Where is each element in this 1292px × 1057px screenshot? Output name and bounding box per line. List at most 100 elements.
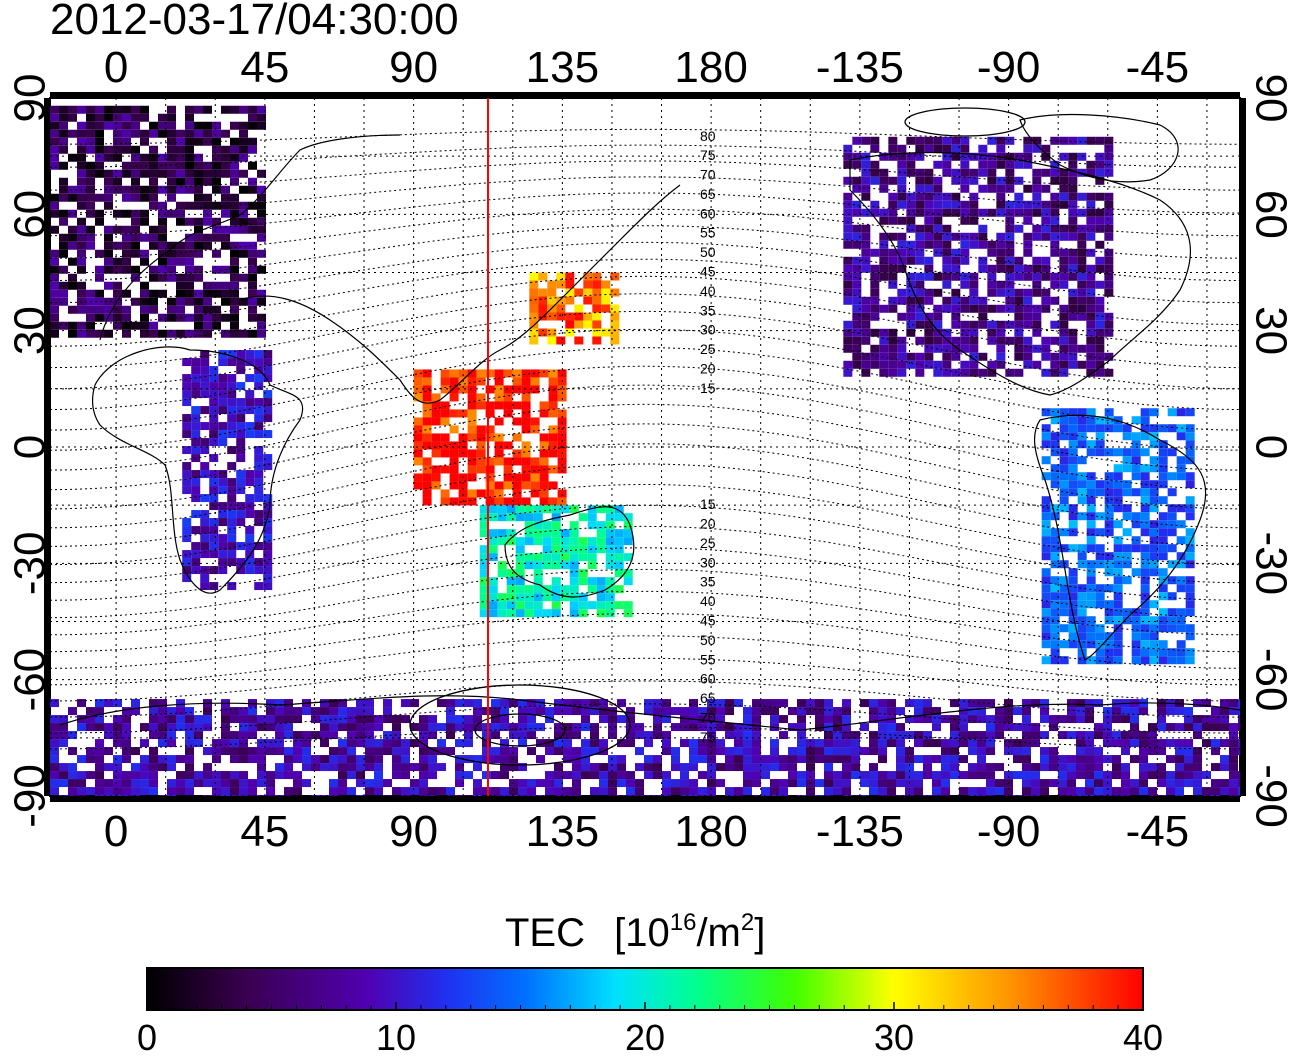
tec-cell [245,510,255,519]
tec-cell [500,739,509,748]
tec-cell [951,320,961,329]
tec-cell [218,550,228,559]
tec-cell [878,755,887,764]
tec-cell [218,502,228,511]
tec-cell [556,336,566,345]
tec-cell [191,494,201,503]
tec-cell [969,304,979,313]
tec-cell [1032,200,1042,209]
tec-cell [556,296,566,305]
tec-cell [1068,408,1078,417]
tec-cell [248,257,257,266]
tec-cell [476,433,486,442]
tec-cell [1176,456,1186,465]
tec-cell [1058,787,1067,796]
tec-cell [1040,699,1049,708]
tec-cell [1067,731,1076,740]
top-lon-tick-label: 180 [674,43,747,92]
tec-cell [488,585,498,594]
tec-cell [464,731,473,740]
contour-label: 60 [700,671,716,687]
tec-cell [113,779,122,788]
tec-cell [194,297,203,306]
tec-cell [1086,288,1096,297]
tec-cell [527,699,536,708]
tec-cell [158,715,167,724]
tec-cell [86,233,95,242]
tec-cell [574,312,584,321]
tec-cell [194,201,203,210]
contour-label: 45 [700,264,716,280]
tec-cell [933,304,943,313]
tec-cell [626,739,635,748]
tec-cell [266,771,275,780]
tec-cell [149,289,158,298]
tec-cell [50,281,59,290]
tec-cell [969,240,979,249]
tec-cell [257,297,266,306]
tec-cell [1139,731,1148,740]
tec-cell [1104,584,1114,593]
magnetic-contour-line [50,547,1240,619]
tec-cell [914,731,923,740]
tec-cell [870,168,880,177]
tec-cell [605,521,615,530]
tec-cell [482,723,491,732]
tec-cell [951,208,961,217]
tec-cell [227,582,237,591]
tec-cell [987,336,997,345]
tec-cell [539,433,549,442]
tec-cell [869,707,878,716]
tec-cell [601,296,611,305]
tec-cell [257,225,266,234]
tec-cell [185,241,194,250]
tec-cell [50,145,59,154]
tec-cell [95,217,104,226]
tec-cell [1050,640,1060,649]
tec-cell [1104,224,1114,233]
tec-cell [236,382,246,391]
tec-cell [1086,408,1096,417]
tec-cell [185,177,194,186]
tec-cell [431,473,441,482]
tec-cell [1193,763,1202,772]
tec-cell [888,192,898,201]
tec-cell [1014,224,1024,233]
colorbar-tick-label: 0 [137,1017,157,1057]
tec-cell [473,763,482,772]
tec-cell [1095,488,1105,497]
tec-cell [1050,160,1060,169]
tec-cell [1040,779,1049,788]
tec-cell [870,360,880,369]
tec-cell [122,233,131,242]
tec-cell [1041,608,1051,617]
tec-cell [689,739,698,748]
tec-cell [254,566,264,575]
tec-cell [50,747,59,756]
tec-cell [95,161,104,170]
tec-cell [476,425,486,434]
tec-cell [311,731,320,740]
tec-cell [1113,576,1123,585]
tec-cell [68,257,77,266]
tec-cell [870,328,880,337]
tec-cell [515,569,525,578]
tec-cell [167,329,176,338]
tec-cell [1032,168,1042,177]
coastline-asia [239,184,681,404]
tec-cell [1130,755,1139,764]
tec-cell [122,723,131,732]
tec-cell [770,747,779,756]
tec-cell [1076,739,1085,748]
tec-cell [131,153,140,162]
tec-cell [212,305,221,314]
tec-cell [467,393,477,402]
tec-cell [95,787,104,796]
tec-cell [506,537,516,546]
tec-cell [1005,288,1015,297]
tec-cell [218,422,228,431]
tec-cell [464,715,473,724]
tec-cell [1140,624,1150,633]
tec-cell [1076,747,1085,756]
tec-cell [572,779,581,788]
